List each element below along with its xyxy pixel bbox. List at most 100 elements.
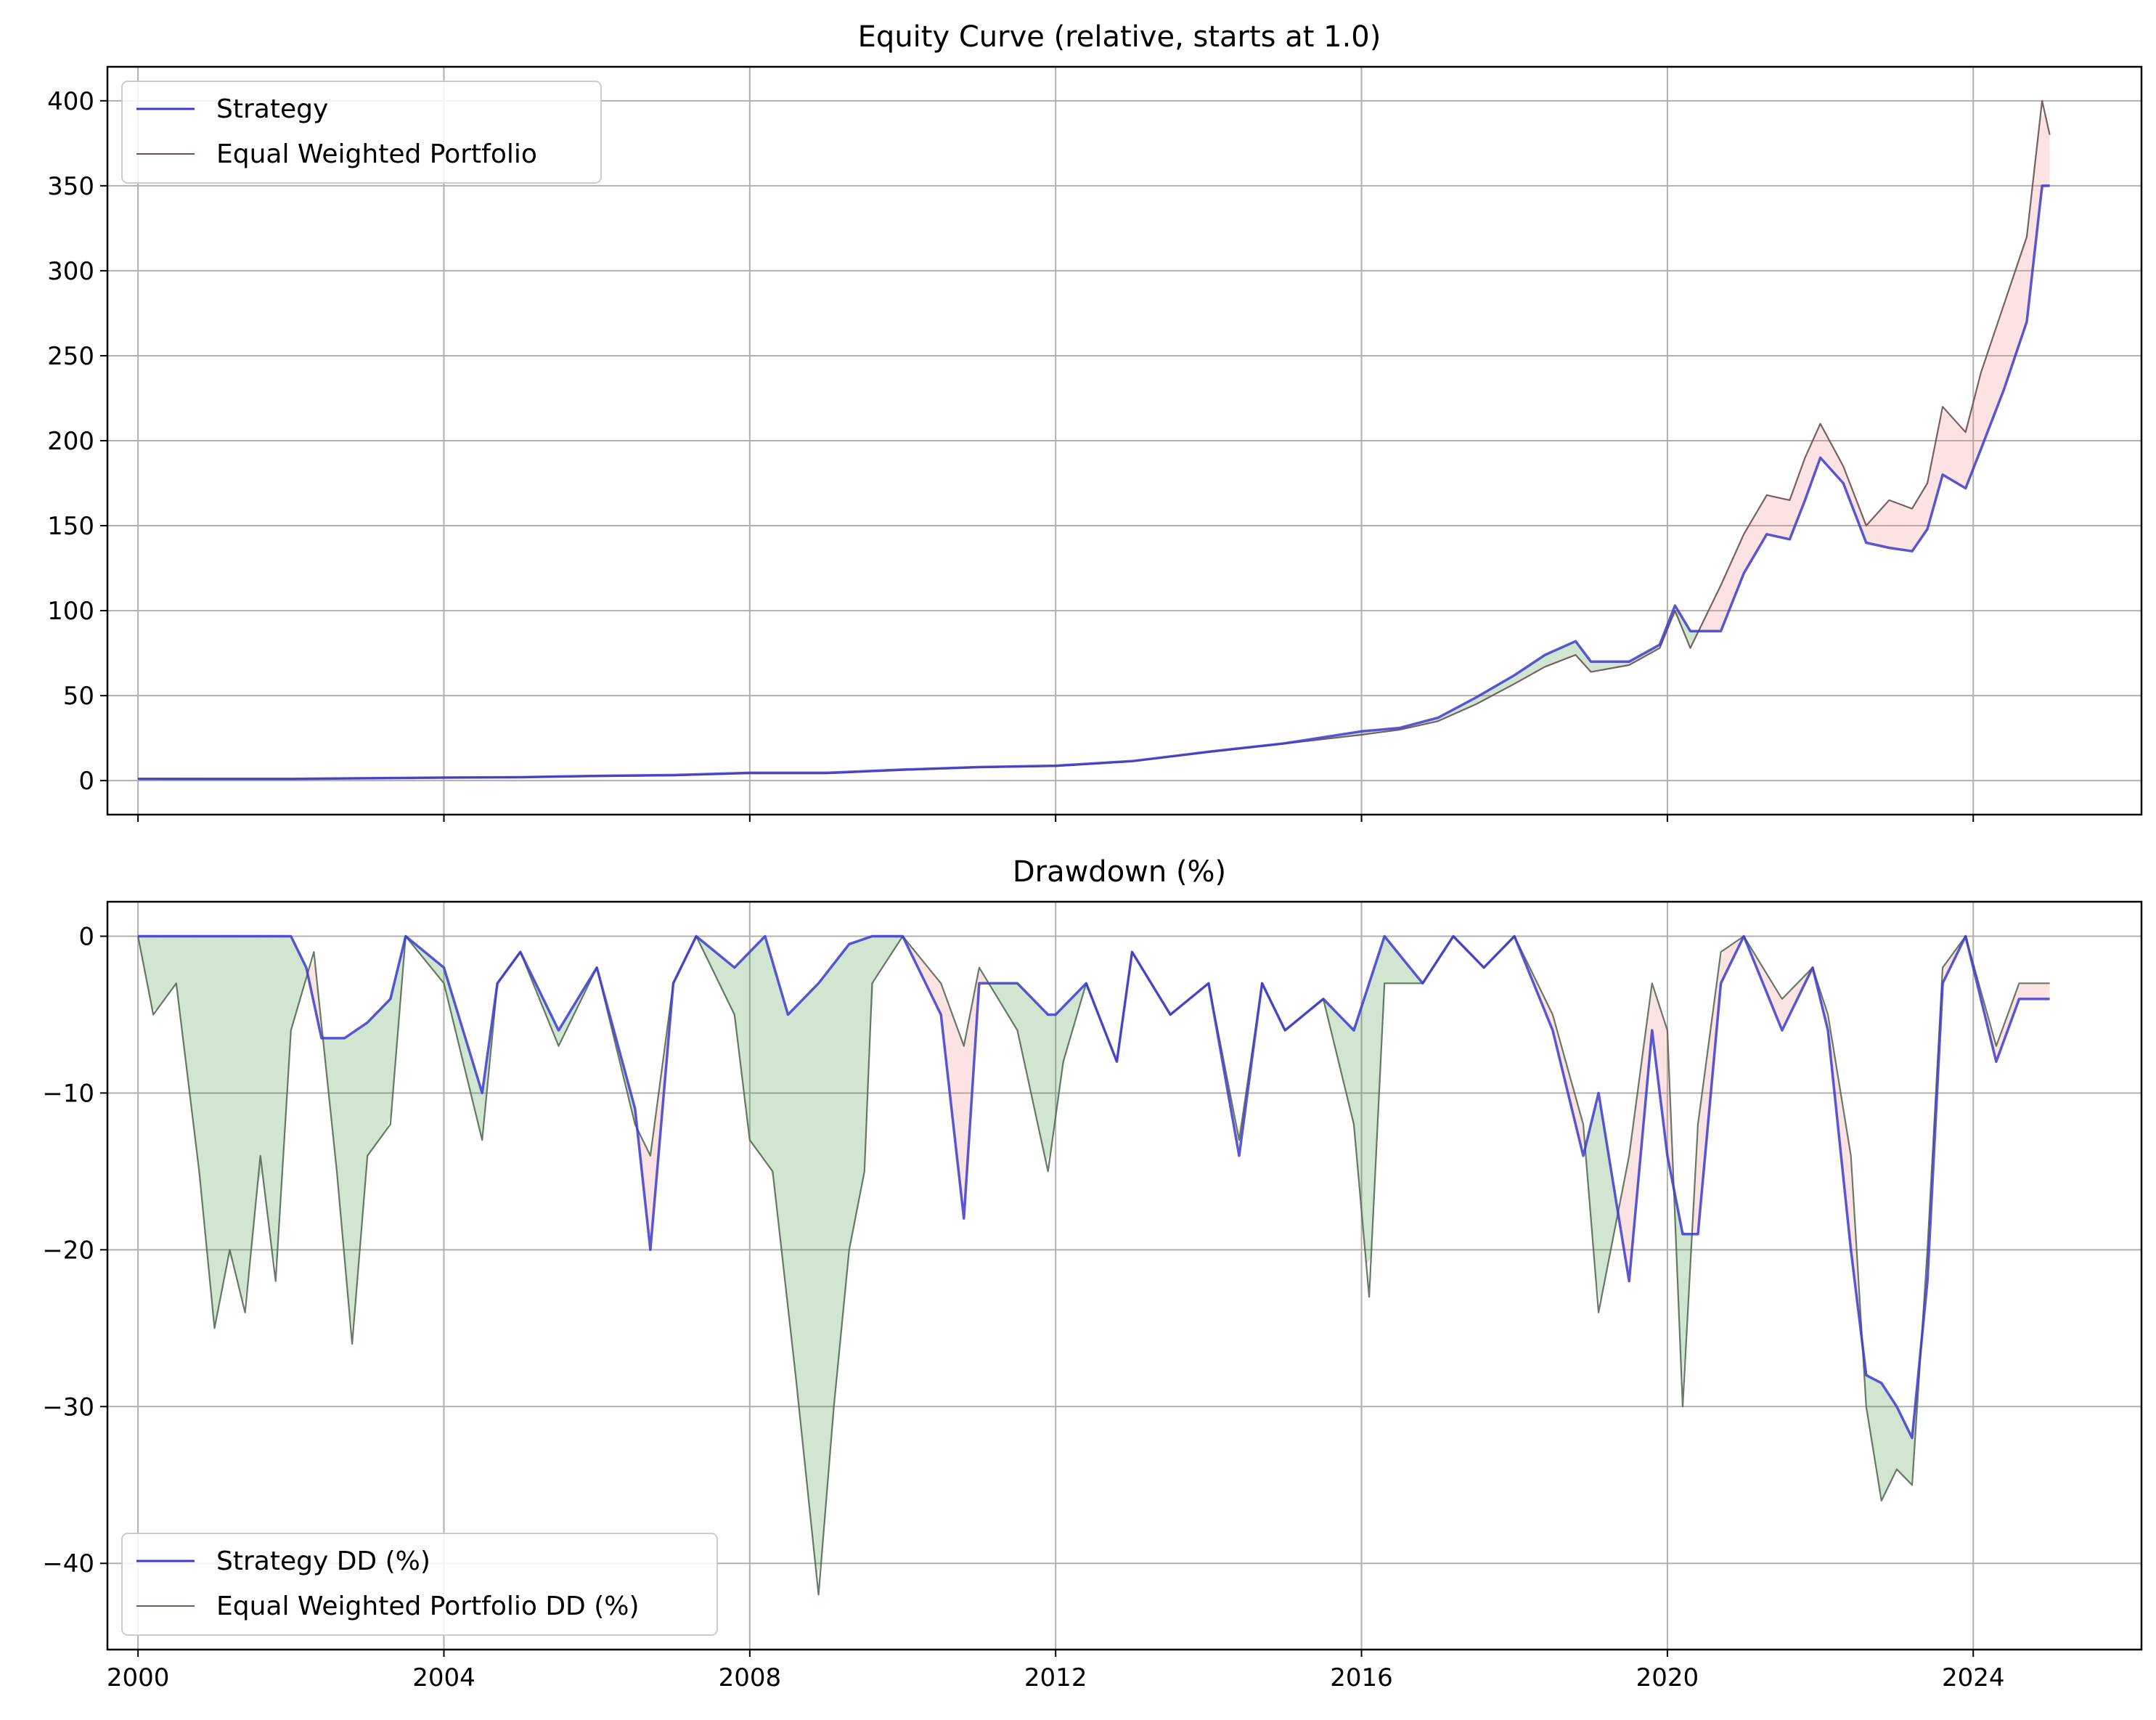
fill-between-segment xyxy=(353,1029,358,1332)
fill-between-segment xyxy=(759,937,764,1160)
fill-between-segment xyxy=(740,956,746,1101)
fill-between-segment xyxy=(1390,943,1395,984)
fill-between-segment xyxy=(1572,1083,1577,1129)
fill-between-segment xyxy=(396,955,401,1054)
fill-between-segment xyxy=(152,936,158,1010)
x-tick-label: 2000 xyxy=(107,1663,170,1692)
fill-between-segment xyxy=(549,1011,554,1035)
fill-between-segment xyxy=(1768,495,1773,536)
fill-between-segment xyxy=(262,936,267,1211)
fill-between-segment xyxy=(1911,502,1916,551)
fill-between-segment xyxy=(1849,481,1854,511)
fill-between-segment xyxy=(773,965,779,1223)
fill-between-segment xyxy=(286,936,291,1109)
fill-between-segment xyxy=(2030,983,2035,999)
fill-between-segment xyxy=(1887,501,1892,549)
fill-between-segment xyxy=(214,936,220,1329)
fill-between-segment xyxy=(253,936,258,1234)
y-tick-label: −40 xyxy=(42,1549,94,1578)
fill-between-segment xyxy=(420,947,425,960)
y-tick-label: −20 xyxy=(42,1236,94,1265)
fill-between-segment xyxy=(1858,505,1863,536)
fill-between-segment xyxy=(1968,402,1974,481)
fill-between-segment xyxy=(864,937,870,1172)
fill-between-segment xyxy=(1959,425,1964,487)
fill-between-segment xyxy=(817,979,822,1577)
y-tick-label: 150 xyxy=(47,512,94,541)
y-tick-label: 50 xyxy=(63,682,94,711)
fill-between-segment xyxy=(1997,310,2002,407)
fill-between-segment xyxy=(381,1003,387,1136)
fill-between-segment xyxy=(166,936,172,997)
fill-between-segment xyxy=(209,936,215,1329)
fill-between-segment xyxy=(1715,587,1720,632)
fill-between-segment xyxy=(926,965,932,995)
fill-between-segment xyxy=(1576,1100,1582,1149)
fill-between-segment xyxy=(357,1025,363,1273)
fill-between-segment xyxy=(242,936,248,1305)
fill-between-segment xyxy=(883,936,889,966)
fill-between-segment xyxy=(372,1012,377,1149)
fill-between-segment xyxy=(1366,977,1371,1265)
fill-between-segment xyxy=(1920,486,1926,539)
y-tick-label: −30 xyxy=(42,1393,94,1422)
fill-between-segment xyxy=(1820,423,1826,463)
fill-between-segment xyxy=(1896,1406,1902,1475)
x-tick-label: 2020 xyxy=(1636,1663,1699,1692)
legend-label-equal-weighted: Equal Weighted Portfolio xyxy=(216,139,537,169)
fill-between-segment xyxy=(1753,510,1758,558)
fill-between-segment xyxy=(1624,1155,1630,1281)
equity-plot-frame xyxy=(106,65,2143,816)
equity-grid xyxy=(107,67,2141,815)
y-tick-label: 0 xyxy=(78,767,94,796)
fill-between-segment xyxy=(769,949,774,1181)
fill-between-segment xyxy=(257,936,263,1186)
fill-between-segment xyxy=(277,936,282,1265)
fill-between-segment xyxy=(1395,949,1400,984)
fill-between-segment xyxy=(1361,992,1367,1265)
fill-between-segment xyxy=(1944,409,1950,479)
fill-between-segment xyxy=(563,1014,568,1037)
fill-between-segment xyxy=(1729,942,1735,966)
fill-between-segment xyxy=(854,940,860,1220)
fill-between-segment xyxy=(979,967,984,984)
equity-y-ticks: 0 50 100 150 200 250 300 350 400 xyxy=(47,87,107,796)
fill-between-segment xyxy=(2006,282,2012,382)
fill-between-segment xyxy=(1896,502,1902,550)
fill-between-segment xyxy=(965,1016,970,1204)
fill-between-segment xyxy=(921,959,927,985)
y-tick-label: 400 xyxy=(47,87,94,116)
drawdown-legend: Strategy DD (%) Equal Weighted Portfolio… xyxy=(121,1533,718,1636)
fill-between-segment xyxy=(826,967,831,1501)
fill-between-segment xyxy=(1724,566,1730,621)
fill-between-segment xyxy=(248,936,253,1284)
fill-between-segment xyxy=(1720,576,1725,632)
fill-between-segment xyxy=(1567,1066,1572,1109)
fill-between-segment xyxy=(1376,947,1381,1160)
fill-between-segment xyxy=(238,936,243,1305)
fill-between-segment xyxy=(1792,984,1797,1011)
strategy-series-line xyxy=(138,184,2050,780)
fill-between-segment xyxy=(1901,1416,1907,1480)
fill-between-segment xyxy=(735,961,740,1062)
fill-between-segment xyxy=(1342,1018,1347,1097)
fill-between-segment xyxy=(1729,555,1735,610)
fill-between-segment xyxy=(1973,383,1978,469)
fill-between-segment xyxy=(1596,661,1601,672)
fill-between-segment xyxy=(1892,501,1897,550)
y-tick-label: 200 xyxy=(47,427,94,456)
strategy-series-line xyxy=(138,934,2050,1440)
x-tick-label: 2024 xyxy=(1942,1663,2005,1692)
fill-between-segment xyxy=(1548,651,1553,666)
fill-between-segment xyxy=(1988,338,1993,432)
fill-between-segment xyxy=(1548,1004,1553,1031)
fill-between-segment xyxy=(449,983,454,1023)
fill-between-segment xyxy=(1041,1008,1047,1163)
fill-between-segment xyxy=(1877,508,1883,547)
fill-between-segment xyxy=(1653,986,1658,1077)
drawdown-y-ticks: 0 −10 −20 −30 −40 xyxy=(42,923,107,1578)
fill-between-segment xyxy=(271,936,277,1265)
fill-between-segment xyxy=(812,985,817,1577)
fill-between-segment xyxy=(300,955,306,998)
